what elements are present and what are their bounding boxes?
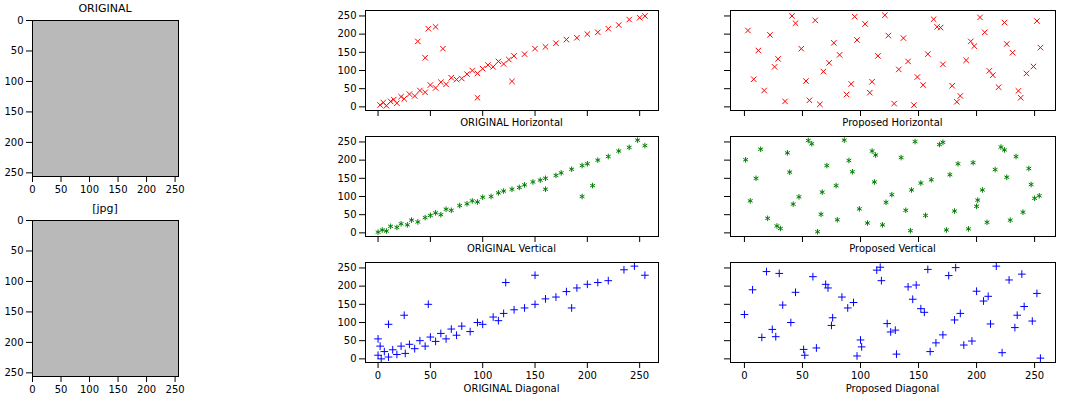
svg-text:250: 250 [166,384,185,395]
svg-text:200: 200 [337,154,356,165]
html-text:[jpg]: [jpg] [92,202,118,215]
svg-text:250: 250 [337,10,356,21]
svg-text:150: 150 [337,299,356,310]
html-text:ORIGINAL: ORIGINAL [78,2,132,15]
svg-text:100: 100 [4,76,23,87]
svg-text:250: 250 [630,370,649,381]
html-text:ORIGINAL Vertical: ORIGINAL Vertical [467,243,556,254]
svg-text:50: 50 [344,209,357,220]
svg-text:200: 200 [578,370,597,381]
svg-text:50: 50 [344,335,357,346]
svg-text:250: 250 [4,167,23,178]
svg-text:200: 200 [337,28,356,39]
svg-text:0: 0 [17,216,23,226]
svg-text:0: 0 [29,184,35,195]
svg-text:250: 250 [337,136,356,147]
svg-text:50: 50 [11,45,24,56]
svg-text:250: 250 [166,184,185,195]
svg-text:100: 100 [80,184,99,195]
svg-text:0: 0 [29,384,35,395]
svg-text:100: 100 [4,276,23,287]
svg-text:150: 150 [109,184,128,195]
svg-text:200: 200 [4,137,23,148]
svg-text:250: 250 [1025,370,1044,381]
svg-text:200: 200 [137,184,156,195]
svg-text:150: 150 [525,370,544,381]
svg-text:100: 100 [337,317,356,328]
svg-text:200: 200 [337,280,356,291]
svg-text:50: 50 [796,370,809,381]
svg-text:150: 150 [337,173,356,184]
svg-text:250: 250 [4,367,23,378]
svg-text:0: 0 [350,101,356,112]
svg-text:0: 0 [741,370,747,381]
svg-text:50: 50 [11,245,24,256]
svg-text:100: 100 [337,191,356,202]
svg-text:50: 50 [55,384,68,395]
html-text:Proposed Horizontal: Proposed Horizontal [842,117,943,128]
svg-text:100: 100 [851,370,870,381]
svg-text:100: 100 [473,370,492,381]
svg-text:50: 50 [344,83,357,94]
svg-text:200: 200 [137,384,156,395]
html-text:Proposed Diagonal: Proposed Diagonal [845,383,940,394]
html-text:ORIGINAL Horizontal: ORIGINAL Horizontal [460,117,563,128]
svg-text:200: 200 [4,337,23,348]
svg-text:100: 100 [80,384,99,395]
svg-text:100: 100 [337,65,356,76]
svg-text:150: 150 [337,47,356,58]
svg-text:0: 0 [17,16,23,26]
svg-text:250: 250 [337,262,356,273]
svg-text:0: 0 [350,353,356,364]
svg-text:0: 0 [350,227,356,238]
svg-text:150: 150 [109,384,128,395]
svg-text:150: 150 [4,106,23,117]
svg-text:150: 150 [4,306,23,317]
svg-text:0: 0 [375,370,381,381]
svg-text:200: 200 [967,370,986,381]
svg-text:50: 50 [424,370,437,381]
html-text:ORIGINAL Diagonal: ORIGINAL Diagonal [463,383,560,394]
html-text:Proposed Vertical: Proposed Vertical [849,243,936,254]
svg-text:150: 150 [909,370,928,381]
svg-text:50: 50 [55,184,68,195]
